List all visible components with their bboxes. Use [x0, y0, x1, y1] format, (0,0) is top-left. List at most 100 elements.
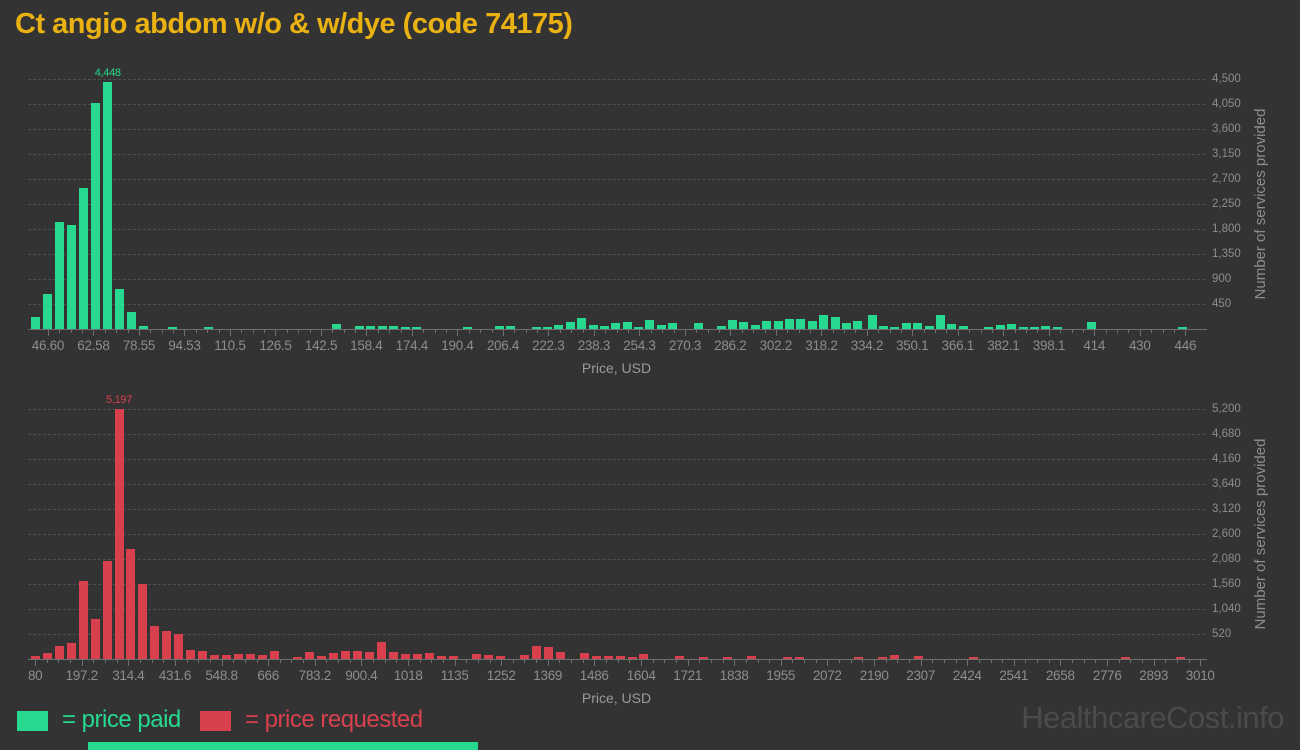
watermark: HealthcareCost.info — [1021, 700, 1284, 735]
histogram-bar — [935, 315, 945, 329]
x-axis-minor-tick — [582, 330, 584, 333]
x-axis-minor-tick — [525, 330, 527, 333]
x-axis-minor-tick — [571, 330, 573, 333]
histogram-bar — [43, 293, 53, 329]
histogram-bar — [412, 653, 422, 659]
histogram-bar — [186, 649, 196, 659]
histogram-bar — [463, 327, 473, 329]
x-axis-minor-tick — [650, 330, 652, 333]
histogram-bar — [889, 654, 899, 659]
x-axis-minor-tick — [46, 660, 48, 663]
x-axis-minor-tick — [140, 660, 141, 663]
histogram-bar — [484, 654, 494, 659]
x-axis-minor-tick — [303, 660, 305, 663]
price-requested-swatch — [200, 711, 231, 731]
x-tick-label: 238.3 — [577, 338, 611, 353]
x-axis-major-tick — [687, 660, 689, 666]
x-axis-major-tick — [967, 660, 969, 666]
histogram-bar — [969, 657, 979, 659]
histogram-bar — [728, 319, 738, 329]
histogram-bar — [675, 656, 685, 659]
x-axis-minor-tick — [753, 330, 755, 333]
x-tick-label: 430 — [1128, 338, 1151, 353]
x-axis-minor-tick — [1151, 330, 1153, 333]
x-axis-minor-tick — [1188, 660, 1190, 663]
histogram-bar — [819, 315, 829, 329]
x-axis-minor-tick — [116, 660, 118, 663]
histogram-bar — [114, 409, 124, 659]
x-axis-minor-tick — [1117, 330, 1119, 333]
x-axis-major-tick — [1094, 330, 1096, 336]
x-axis-minor-tick — [719, 330, 720, 333]
histogram-bar — [555, 652, 565, 659]
x-axis-major-tick — [1048, 330, 1050, 336]
x-axis-minor-tick — [664, 660, 666, 663]
x-axis-minor-tick — [764, 330, 766, 333]
x-axis-line — [28, 659, 1207, 660]
histogram-bar — [139, 326, 149, 329]
x-axis-minor-tick — [1095, 660, 1097, 663]
x-axis-minor-tick — [286, 330, 288, 333]
gridline — [28, 254, 1205, 255]
histogram-bar — [577, 318, 587, 329]
x-tick-label: 62.58 — [77, 338, 110, 353]
gridline — [28, 459, 1205, 460]
histogram-bar — [716, 326, 726, 329]
histogram-bar — [867, 315, 877, 329]
x-tick-label: 1604 — [626, 668, 656, 683]
y-tick-label: 5,200 — [1212, 403, 1241, 415]
gridline — [28, 634, 1205, 635]
x-tick-label: 158.4 — [350, 338, 383, 353]
x-tick-label: 2541 — [999, 668, 1029, 683]
histogram-bar — [995, 325, 1005, 329]
x-axis-major-tick — [874, 660, 875, 666]
x-axis-minor-tick — [373, 660, 375, 663]
x-axis-minor-tick — [662, 330, 664, 333]
x-tick-label: 1369 — [533, 668, 563, 683]
histogram-bar — [668, 323, 678, 329]
x-tick-label: 94.53 — [168, 338, 201, 353]
x-axis-minor-tick — [908, 660, 910, 663]
histogram-bar — [634, 327, 644, 329]
y-tick-label: 3,120 — [1212, 503, 1241, 515]
x-axis-minor-tick — [400, 330, 402, 333]
x-axis-minor-tick — [150, 330, 152, 333]
histogram-bar — [400, 327, 410, 329]
histogram-bar — [354, 326, 364, 329]
histogram-bar — [305, 651, 315, 659]
x-axis-major-tick — [1107, 660, 1109, 666]
x-axis-minor-tick — [151, 660, 153, 663]
y-axis-title: Number of services provided — [1252, 108, 1269, 300]
x-axis-major-tick — [1060, 660, 1062, 666]
x-tick-label: 286.2 — [714, 338, 747, 353]
x-axis-minor-tick — [233, 660, 235, 663]
histogram-bar — [150, 626, 160, 659]
x-axis-minor-tick — [946, 330, 948, 333]
x-tick-label: 1252 — [486, 668, 516, 683]
x-axis-major-tick — [1003, 330, 1005, 336]
x-axis-minor-tick — [943, 660, 945, 663]
histogram-bar — [958, 326, 968, 329]
x-axis-major-tick — [1153, 660, 1155, 666]
x-axis-minor-tick — [787, 330, 789, 333]
x-tick-label: 2776 — [1092, 668, 1122, 683]
histogram-bar — [531, 327, 541, 329]
histogram-bar — [102, 560, 112, 659]
x-tick-label: 314.4 — [112, 668, 145, 683]
histogram-bar — [1120, 657, 1130, 659]
histogram-bar — [878, 326, 888, 329]
x-axis-major-tick — [93, 330, 95, 336]
x-axis-minor-tick — [291, 660, 293, 663]
x-tick-label: 366.1 — [941, 338, 975, 353]
histogram-bar — [103, 81, 113, 329]
histogram-bar — [913, 322, 923, 329]
histogram-bar — [591, 655, 601, 659]
histogram-bar — [782, 657, 792, 659]
histogram-bar — [699, 657, 709, 659]
x-tick-label: 900.4 — [345, 668, 378, 683]
x-axis-minor-tick — [832, 330, 834, 333]
x-axis-minor-tick — [489, 660, 491, 663]
x-axis-minor-tick — [514, 330, 516, 333]
gridline — [28, 204, 1205, 205]
x-axis-minor-tick — [104, 330, 106, 333]
